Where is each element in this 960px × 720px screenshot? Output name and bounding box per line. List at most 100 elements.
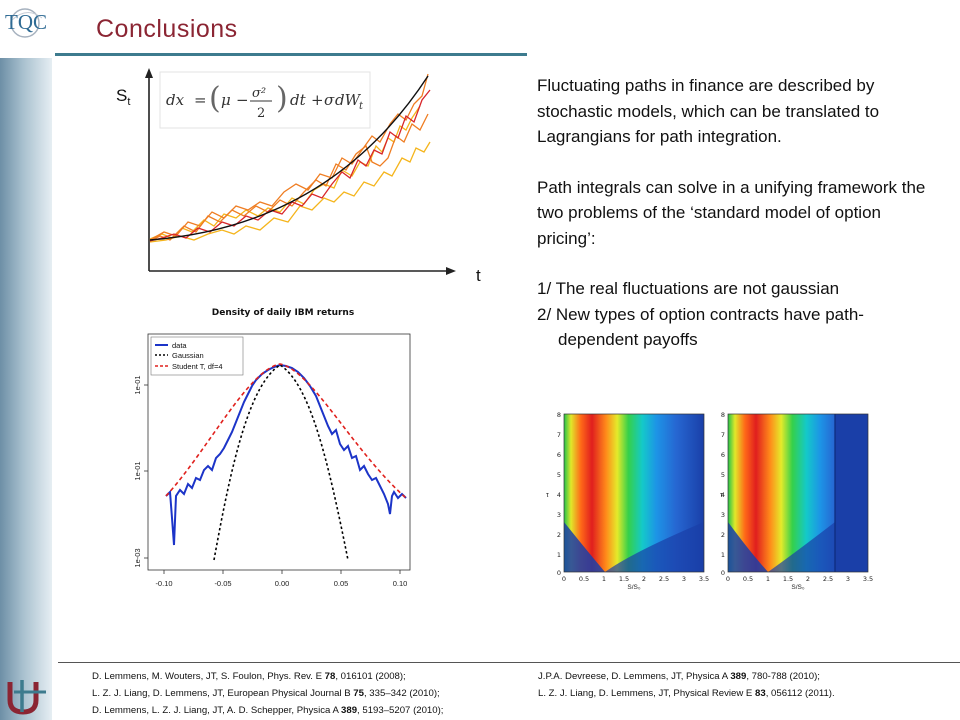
heatmap-right-y-label: τ: [720, 492, 723, 499]
svg-text:σ²: σ²: [252, 86, 266, 101]
svg-text:6: 6: [557, 451, 561, 459]
sidebar-gradient: [0, 0, 52, 720]
svg-text:3: 3: [682, 575, 686, 583]
references-left: D. Lemmens, M. Wouters, JT, S. Foulon, P…: [92, 668, 443, 719]
svg-text:4: 4: [721, 491, 725, 499]
svg-text:3: 3: [557, 511, 561, 519]
path-smooth-mean: [149, 75, 429, 241]
svg-text:5: 5: [721, 471, 725, 479]
svg-text:2: 2: [257, 106, 265, 121]
svg-text:dW: dW: [335, 91, 362, 109]
svg-text:1: 1: [721, 551, 725, 559]
heatmap-left-y-ticks: 8 7 6 5 4 3 2 1 0: [557, 411, 561, 577]
svg-text:1: 1: [602, 575, 606, 583]
density-plot-title: Density of daily IBM returns: [212, 308, 354, 318]
reference: L. Z. J. Liang, D. Lemmens, JT, European…: [92, 688, 440, 699]
svg-text:0.5: 0.5: [579, 575, 589, 583]
x-tick-3: 0.00: [275, 579, 290, 588]
reference: D. Lemmens, L. Z. J. Liang, JT, A. D. Sc…: [92, 705, 444, 716]
svg-text:=: =: [194, 91, 207, 109]
svg-text:1: 1: [557, 551, 561, 559]
path-yellow-2: [149, 141, 431, 243]
svg-text:2.5: 2.5: [659, 575, 669, 583]
svg-text:2: 2: [642, 575, 646, 583]
svg-text:(: (: [209, 81, 221, 116]
svg-text:0.5: 0.5: [743, 575, 753, 583]
svg-text:8: 8: [721, 411, 725, 419]
svg-text:dt: dt: [290, 91, 307, 109]
y-tick-1: 1e-01: [133, 375, 142, 394]
reference: J.P.A. Devreese, D. Lemmens, JT, Physica…: [538, 671, 820, 682]
svg-text:t: t: [359, 101, 364, 112]
curve-gaussian: [213, 364, 349, 561]
svg-text:8: 8: [557, 411, 561, 419]
legend-student: Student T, df=4: [172, 362, 223, 371]
path-orange-2: [149, 113, 429, 242]
stochastic-paths-plot: St t dx = ( μ − σ² 2 ) dt + σ dW t: [116, 68, 481, 285]
legend: [150, 336, 244, 376]
point-1: 1/ The real fluctuations are not gaussia…: [537, 279, 840, 298]
tqc-logo-icon: TQC: [5, 8, 47, 38]
heatmap-left-y-label: τ: [546, 492, 549, 499]
x-tick-5: 0.10: [393, 579, 408, 588]
curve-student-t: [165, 363, 407, 499]
tqc-logo-text: TQC: [5, 10, 47, 34]
legend-gaussian: Gaussian: [172, 351, 204, 360]
x-tick-4: 0.05: [334, 579, 349, 588]
svg-text:2: 2: [721, 531, 725, 539]
x-tick-1: -0.10: [155, 579, 172, 588]
curve-data: [165, 363, 407, 546]
heatmap-right-y-ticks: 8 7 6 5 4 3 2 1 0: [721, 411, 725, 577]
svg-text:7: 7: [557, 431, 561, 439]
svg-text:6: 6: [721, 451, 725, 459]
paragraph-path-integrals: Path integrals can solve in a unifying f…: [537, 177, 926, 248]
paragraph-stochastic: Fluctuating paths in finance are describ…: [537, 76, 880, 146]
equation-box: [159, 71, 371, 129]
footer-divider: [58, 662, 960, 663]
heatmap-right: [728, 414, 868, 572]
svg-text:0: 0: [562, 575, 566, 583]
sde-equation: dx = ( μ − σ² 2 ) dt + σ dW t: [166, 81, 364, 121]
point-2: 2/ New types of option contracts have pa…: [537, 304, 864, 324]
svg-text:1.5: 1.5: [619, 575, 629, 583]
heatmap-left-x-label: S/S₀: [627, 584, 640, 591]
svg-text:0: 0: [726, 575, 730, 583]
conclusions-text: Fluctuating paths in finance are describ…: [537, 73, 937, 353]
y-ticks: [144, 384, 148, 559]
heatmap-left-x-ticks: 0 0.5 1 1.5 2 2.5 3 3.5: [562, 575, 709, 583]
plot-frame: [147, 333, 411, 571]
svg-text:−: −: [236, 91, 249, 109]
svg-text:1: 1: [766, 575, 770, 583]
point-2-continued: dependent payoffs: [558, 330, 698, 349]
references-right: J.P.A. Devreese, D. Lemmens, JT, Physica…: [538, 668, 835, 702]
svg-text:dx: dx: [166, 91, 185, 109]
reference: L. Z. J. Liang, D. Lemmens, JT, Physical…: [538, 688, 835, 699]
svg-text:2: 2: [557, 531, 561, 539]
heatmap-right-x-ticks: 0 0.5 1 1.5 2 2.5 3 3.5: [726, 575, 873, 583]
svg-text:2.5: 2.5: [823, 575, 833, 583]
svg-text:3: 3: [721, 511, 725, 519]
path-red: [149, 89, 431, 242]
y-tick-3: 1e-03: [133, 548, 142, 567]
svg-text:1.5: 1.5: [783, 575, 793, 583]
svg-text:2: 2: [806, 575, 810, 583]
svg-text:μ: μ: [221, 91, 231, 109]
x-tick-2: -0.05: [214, 579, 231, 588]
svg-text:σ: σ: [324, 91, 335, 109]
x-axis-label: t: [476, 266, 481, 285]
x-ticks: [163, 570, 401, 574]
density-plot: Density of daily IBM returns data Gaussi…: [133, 308, 411, 588]
legend-data: data: [172, 341, 187, 350]
svg-text:5: 5: [557, 471, 561, 479]
svg-text:4: 4: [557, 491, 561, 499]
svg-text:+: +: [311, 91, 324, 109]
svg-text:): ): [276, 81, 288, 116]
svg-text:3: 3: [846, 575, 850, 583]
option-price-heatmaps: 8 7 6 5 4 3 2 1 0 8 7 6 5 4 3 2 1 0 τ τ …: [546, 411, 873, 591]
svg-text:7: 7: [721, 431, 725, 439]
y-tick-2: 1e-01: [133, 461, 142, 480]
university-antwerp-logo-icon: [7, 680, 46, 715]
heatmap-right-x-label: S/S₀: [791, 584, 804, 591]
svg-text:0: 0: [557, 569, 561, 577]
svg-text:3.5: 3.5: [863, 575, 873, 583]
